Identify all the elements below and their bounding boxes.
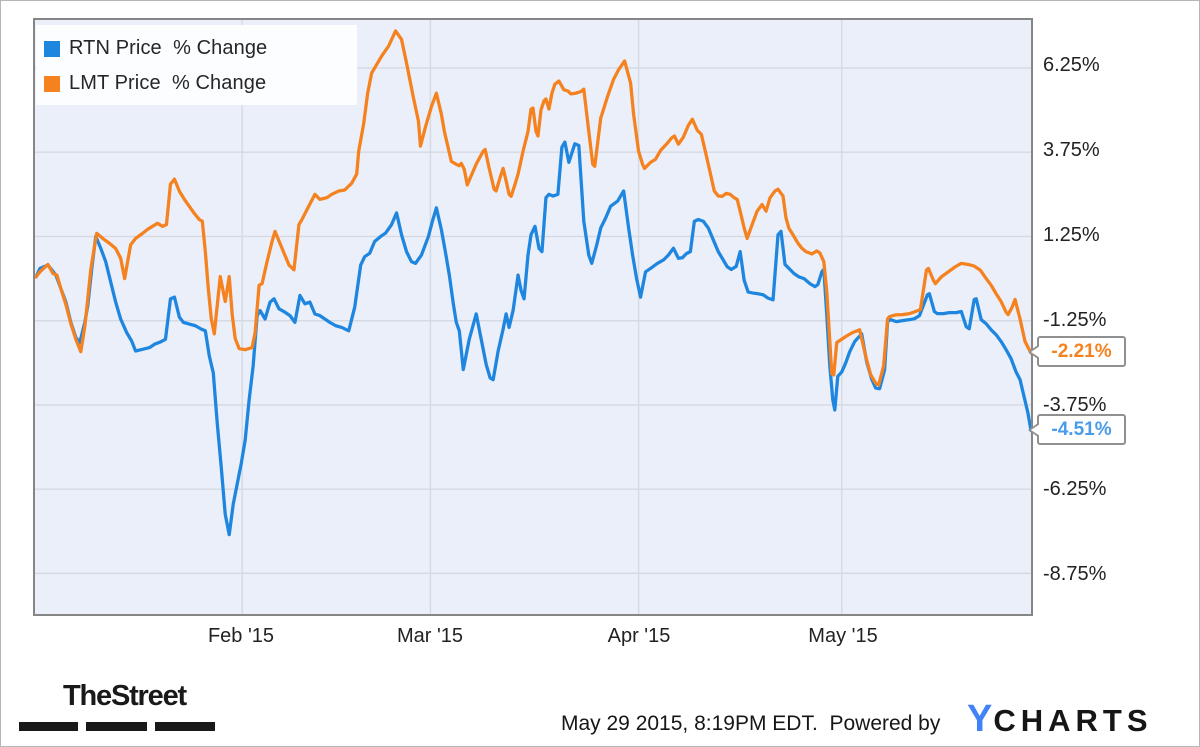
x-axis-label: Apr '15 bbox=[607, 625, 671, 647]
legend-item-lmt: LMT Price % Change bbox=[44, 66, 357, 101]
y-axis-label: 6.25% bbox=[1043, 54, 1100, 77]
rtn-series-swatch-icon bbox=[44, 40, 60, 57]
chart-timestamp: May 29 2015, 8:19PM EDT. Powered by bbox=[561, 712, 947, 735]
ycharts-logo-charts: CHARTS bbox=[993, 703, 1153, 738]
y-axis-label: 3.75% bbox=[1043, 139, 1100, 162]
y-axis-label: 1.25% bbox=[1043, 223, 1100, 246]
plot-area: RTN Price % Change LMT Price % Change bbox=[33, 18, 1033, 616]
logo-bar bbox=[19, 722, 78, 731]
ycharts-logo-y: Y bbox=[967, 698, 993, 740]
lmt-end-value: -2.21% bbox=[1051, 340, 1112, 362]
rtn-end-value: -4.51% bbox=[1051, 418, 1112, 440]
y-axis-label: -3.75% bbox=[1043, 393, 1107, 416]
lmt-series-swatch-icon bbox=[44, 75, 60, 92]
y-axis-label: -1.25% bbox=[1043, 308, 1107, 331]
thestreet-logo-bars-icon bbox=[19, 722, 215, 731]
x-axis-label: Feb '15 bbox=[207, 625, 275, 647]
legend-item-rtn: RTN Price % Change bbox=[44, 31, 357, 66]
thestreet-logo: TheStreet bbox=[63, 680, 187, 712]
x-axis-label: Mar '15 bbox=[396, 625, 464, 647]
legend-label-lmt: LMT Price % Change bbox=[69, 72, 267, 94]
logo-bar bbox=[155, 722, 215, 731]
y-axis-label: -8.75% bbox=[1043, 563, 1107, 586]
chart-plot bbox=[35, 20, 1031, 614]
lmt-end-value-callout: -2.21% bbox=[1028, 336, 1126, 368]
legend: RTN Price % Change LMT Price % Change bbox=[36, 25, 357, 105]
ycharts-logo: Y CHARTS bbox=[967, 700, 1153, 738]
logo-bar bbox=[86, 722, 147, 731]
rtn-end-value-callout: -4.51% bbox=[1028, 414, 1126, 446]
legend-label-rtn: RTN Price % Change bbox=[69, 37, 268, 59]
y-axis-label: -6.25% bbox=[1043, 478, 1107, 501]
series-line-lmt bbox=[35, 29, 1031, 387]
x-axis-label: May '15 bbox=[808, 625, 878, 647]
